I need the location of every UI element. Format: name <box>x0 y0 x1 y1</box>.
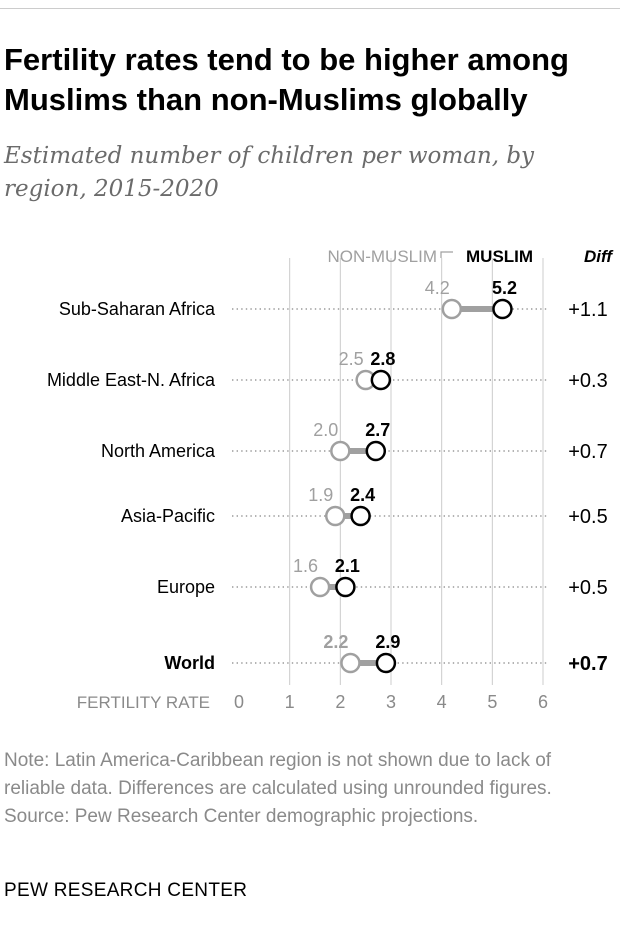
grid-layer <box>289 258 544 685</box>
note-text: Note: Latin America-Caribbean region is … <box>4 750 552 799</box>
x-tick-label-3: 3 <box>386 692 396 712</box>
non-muslim-dot <box>325 505 346 527</box>
diff-value: +0.7 <box>568 653 607 675</box>
legend-bracket <box>440 251 453 258</box>
row-layer: Sub-Saharan Africa 4.2 5.2 +1.1 Middle East-… <box>47 278 608 675</box>
legend-non-muslim: NON-MUSLIM <box>327 247 437 266</box>
muslim-dot <box>370 369 392 391</box>
category-label: Europe <box>157 577 215 597</box>
legend-layer: NON-MUSLIM MUSLIM Diff <box>327 247 614 266</box>
category-label: Middle East-N. Africa <box>47 370 216 390</box>
muslim-value-label: 2.7 <box>365 420 390 440</box>
non-muslim-dot <box>330 440 351 462</box>
muslim-dot <box>335 576 356 598</box>
diff-header: Diff <box>584 247 614 266</box>
axis-layer: FERTILITY RATE 0 1 2 3 4 5 6 <box>77 692 548 712</box>
row-sub-saharan-africa: Sub-Saharan Africa 4.2 5.2 +1.1 <box>59 278 608 321</box>
muslim-value-label: 2.9 <box>375 632 400 652</box>
muslim-dot <box>365 440 387 462</box>
muslim-value-label: 2.4 <box>350 485 375 505</box>
muslim-dot <box>492 298 513 320</box>
x-axis-label: FERTILITY RATE <box>77 693 210 712</box>
non-muslim-value-label: 1.9 <box>308 485 333 505</box>
dot-plot-chart: Sub-Saharan Africa 4.2 5.2 +1.1 Middle East-… <box>47 247 614 712</box>
muslim-value-label: 2.8 <box>370 349 395 369</box>
footnote: Note: Latin America-Caribbean region is … <box>4 747 604 831</box>
non-muslim-value-label: 2.2 <box>323 632 348 652</box>
muslim-dot <box>350 505 371 527</box>
category-label: Asia-Pacific <box>121 506 215 526</box>
x-tick-label-5: 5 <box>487 692 497 712</box>
non-muslim-value-label: 1.6 <box>293 556 318 576</box>
chart-title: Fertility rates tend to be higher among … <box>4 42 569 117</box>
non-muslim-value-label: 2.5 <box>339 349 364 369</box>
x-tick-label-1: 1 <box>285 692 295 712</box>
non-muslim-value-label: 4.2 <box>425 278 450 298</box>
muslim-value-label: 5.2 <box>492 278 517 298</box>
diff-value: +0.5 <box>568 577 607 599</box>
row-middle-east-n-africa: Middle East-N. Africa 2.5 2.8 +0.3 <box>47 349 608 392</box>
brand-wordmark: PEW RESEARCH CENTER <box>4 880 248 901</box>
muslim-value-label: 2.1 <box>335 556 360 576</box>
category-label: World <box>164 653 215 673</box>
chart-subtitle: Estimated number of children per woman, … <box>4 143 535 202</box>
diff-value: +0.5 <box>568 506 607 528</box>
row-europe: Europe 1.6 2.1 +0.5 <box>157 556 608 599</box>
diff-value: +1.1 <box>568 299 607 321</box>
legend-muslim: MUSLIM <box>466 247 533 266</box>
non-muslim-dot <box>309 576 331 598</box>
row-world: World 2.2 2.9 +0.7 <box>164 632 607 675</box>
source-text: Source: Pew Research Center demographic … <box>4 806 479 827</box>
diff-value: +0.3 <box>568 370 607 392</box>
non-muslim-dot <box>441 298 463 320</box>
x-tick-label-6: 6 <box>538 692 548 712</box>
x-tick-label-0: 0 <box>234 692 244 712</box>
x-tick-label-4: 4 <box>437 692 447 712</box>
top-rule <box>0 8 620 9</box>
row-asia-pacific: Asia-Pacific 1.9 2.4 +0.5 <box>121 485 608 528</box>
non-muslim-value-label: 2.0 <box>313 420 338 440</box>
muslim-dot <box>375 652 397 674</box>
diff-value: +0.7 <box>568 441 607 463</box>
non-muslim-dot <box>340 652 361 674</box>
row-north-america: North America 2.0 2.7 +0.7 <box>101 420 608 463</box>
category-label: Sub-Saharan Africa <box>59 299 216 319</box>
x-tick-label-2: 2 <box>335 692 345 712</box>
category-label: North America <box>101 441 216 461</box>
